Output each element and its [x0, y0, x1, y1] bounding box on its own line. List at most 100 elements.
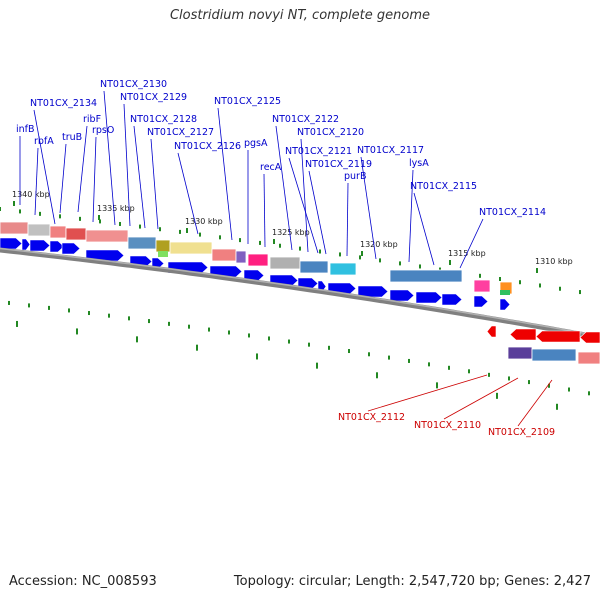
- gc-dot: [168, 321, 170, 326]
- forward-gene-label: ribF: [83, 114, 101, 125]
- cog-segment: [155, 239, 171, 253]
- kbp-label: 1320 kbp: [360, 240, 398, 249]
- gc-dot: [348, 349, 350, 354]
- gc-dot: [136, 336, 138, 343]
- forward-gene-label: recA: [260, 162, 282, 173]
- leader-line: [92, 136, 97, 223]
- backbone-line: [0, 247, 600, 341]
- gc-dot: [228, 330, 230, 335]
- leader-line: [123, 103, 131, 227]
- gc-dot: [76, 328, 78, 335]
- leader-line: [103, 90, 116, 226]
- gc-dot: [408, 358, 410, 363]
- gc-dot: [16, 320, 18, 327]
- forward-gene-arrow: [389, 289, 415, 302]
- leader-line: [300, 138, 309, 253]
- leader-line: [133, 125, 146, 229]
- forward-gene-label: NT01CX_2117: [357, 145, 424, 156]
- gc-dot: [196, 344, 198, 351]
- leader-line: [275, 125, 293, 251]
- reverse-gene-label: NT01CX_2109: [488, 427, 555, 438]
- forward-gene-arrow: [499, 298, 511, 311]
- reverse-strand-genes: [486, 325, 600, 365]
- gc-dot: [108, 313, 110, 318]
- forward-gene-label: NT01CX_2126: [174, 141, 241, 152]
- cog-segment: [500, 290, 510, 295]
- kbp-label: 1340 kbp: [12, 190, 50, 199]
- gc-dot: [388, 355, 390, 360]
- forward-gene-label: NT01CX_2115: [410, 181, 477, 192]
- cog-segment: [49, 225, 67, 239]
- map-title: Clostridium novyi NT, complete genome: [169, 8, 431, 23]
- gc-dot: [88, 311, 90, 316]
- forward-gene-label: rpsO: [92, 125, 114, 136]
- kbp-label: 1325 kbp: [272, 228, 310, 237]
- gc-dot: [308, 342, 310, 347]
- forward-gene-label: infB: [16, 124, 35, 135]
- gc-dot: [448, 365, 450, 370]
- cog-segment: [65, 227, 87, 241]
- forward-gene-arrow: [415, 291, 443, 304]
- cog-band: [0, 221, 513, 295]
- leader-line: [346, 182, 349, 257]
- gc-dot: [436, 382, 438, 389]
- forward-gene-label: NT01CX_2134: [30, 98, 97, 109]
- cog-segment: [507, 346, 533, 360]
- leader-line: [408, 169, 414, 263]
- reverse-gene-arrow: [486, 325, 497, 338]
- cog-segment: [577, 351, 600, 365]
- reverse-gene-arrow: [579, 331, 600, 344]
- cog-segment: [235, 250, 247, 264]
- leader-line: [177, 152, 199, 235]
- gc-dot: [128, 316, 130, 321]
- leader-line: [33, 109, 56, 225]
- cog-segment: [389, 269, 463, 283]
- forward-gene-label: NT01CX_2122: [272, 114, 339, 125]
- forward-gene-label: pgsA: [244, 138, 268, 149]
- cog-segment: [531, 348, 577, 362]
- leader-line: [150, 138, 159, 230]
- reverse-gene-arrow: [535, 330, 581, 343]
- cog-segment: [0, 221, 29, 235]
- kbp-label: 1330 kbp: [185, 217, 223, 226]
- leader-line: [413, 192, 435, 266]
- leader-line: [308, 170, 327, 255]
- reverse-gene-label: NT01CX_2112: [338, 412, 405, 423]
- leader-line: [288, 157, 319, 254]
- gc-dot: [68, 308, 70, 313]
- forward-gene-label: NT01CX_2129: [120, 92, 187, 103]
- cog-segment: [169, 241, 213, 255]
- leader-line: [263, 173, 266, 248]
- gc-dot: [556, 403, 558, 410]
- forward-gene-arrow: [0, 237, 23, 250]
- cog-segment: [299, 260, 329, 274]
- reverse-gene-arrow: [509, 328, 537, 341]
- forward-gene-label: rbfA: [34, 136, 54, 147]
- cog-segment: [269, 256, 301, 270]
- cog-segment: [211, 248, 237, 262]
- gc-dot: [256, 353, 258, 360]
- kbp-label: 1335 kbp: [97, 204, 135, 213]
- cog-segment: [85, 229, 129, 243]
- forward-gene-label: NT01CX_2121: [285, 146, 352, 157]
- gc-dot: [248, 333, 250, 338]
- forward-gene-label: lysA: [409, 158, 429, 169]
- forward-gene-label: NT01CX_2120: [297, 127, 364, 138]
- forward-gene-arrow: [473, 295, 489, 308]
- forward-gene-arrow: [61, 242, 81, 255]
- leader-line: [217, 107, 233, 241]
- footer-summary: Topology: circular; Length: 2,547,720 bp…: [233, 574, 591, 589]
- forward-gene-label: purB: [344, 171, 366, 182]
- footer-accession: Accession: NC_008593: [9, 574, 157, 589]
- gc-dot: [468, 369, 470, 374]
- gc-dot: [328, 345, 330, 350]
- kbp-label: 1310 kbp: [535, 257, 573, 266]
- cog-segment: [27, 223, 51, 237]
- gc-dot: [28, 303, 30, 308]
- forward-gene-arrow: [29, 239, 51, 252]
- cog-segment: [247, 253, 269, 267]
- gc-dot: [288, 339, 290, 344]
- forward-gene-label: NT01CX_2128: [130, 114, 197, 125]
- gc-dot: [548, 383, 550, 388]
